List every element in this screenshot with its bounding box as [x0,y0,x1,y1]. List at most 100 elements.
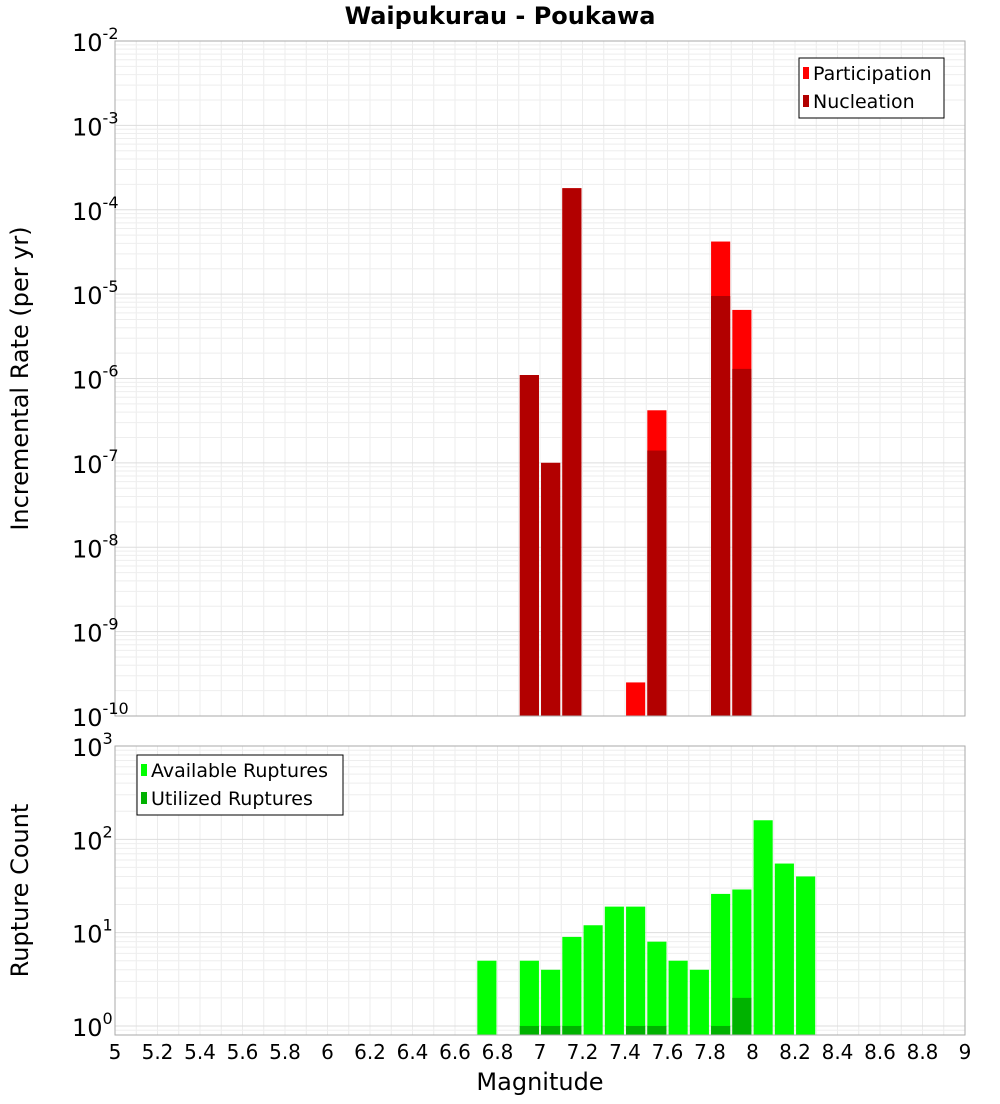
bar [711,1025,731,1035]
y-tick-exponent: 3 [103,729,113,748]
y-tick-base: 10 [72,921,103,949]
bar [541,462,561,716]
x-tick-label: 7 [534,1040,547,1064]
x-tick-label: 5.2 [142,1040,174,1064]
x-tick-label: 8.4 [822,1040,854,1064]
plot-frame [114,745,966,1036]
bar [647,941,667,1035]
legend: Participation Nucleation [798,57,945,119]
x-tick-label: 7.4 [609,1040,641,1064]
y-tick-label: 10-2 [72,24,119,57]
y-tick-base: 10 [72,1014,103,1042]
bar [583,925,603,1035]
y-tick-base: 10 [72,704,103,732]
y-tick-base: 10 [72,282,103,310]
legend-swatch [803,95,809,107]
bar [562,936,582,1035]
x-tick-label: 6.6 [439,1040,471,1064]
y-tick-exponent: -3 [103,108,119,127]
y-tick-label: 10-8 [72,530,119,563]
y-tick-base: 10 [72,29,103,57]
legend-label: Available Ruptures [151,760,328,782]
panel-1: 10-1010-910-810-710-610-510-410-310-2Inc… [6,2,966,732]
x-tick-label: 9 [959,1040,972,1064]
y-tick-label: 10-4 [72,193,119,226]
y-tick-label: 10-6 [72,362,119,395]
series-utilized-ruptures [519,997,752,1035]
series-nucleation [519,188,752,717]
bar [562,1025,582,1035]
bar [668,960,688,1035]
bar [541,1025,561,1035]
bar [711,296,731,716]
legend-swatch [803,67,809,79]
x-tick-label: 8 [746,1040,759,1064]
bar [541,969,561,1035]
y-tick-base: 10 [72,827,103,855]
bar [689,969,709,1035]
legend-label: Nucleation [813,91,915,113]
y-tick-label: 100 [72,1009,113,1042]
y-tick-exponent: -4 [103,193,119,212]
x-tick-label: 7.8 [694,1040,726,1064]
legend-swatch [141,764,147,776]
x-tick-label: 5.4 [184,1040,216,1064]
x-tick-label: 8.2 [779,1040,811,1064]
x-tick-labels: 5 5.2 5.4 5.6 5.8 6 6.2 6.4 6.6 6.8 7 7.2 7.4 7.6 7.8 8… [109,1040,972,1064]
x-tick-label: 6.4 [397,1040,429,1064]
y-tick-exponent: 1 [103,916,113,935]
legend-swatch [141,792,147,804]
y-tick-label: 10-10 [72,699,129,732]
bar [753,820,773,1035]
bar [519,375,539,716]
y-tick-label: 102 [72,822,113,855]
y-tick-base: 10 [72,451,103,479]
y-tick-exponent: 2 [103,822,113,841]
x-tick-label: 8.6 [864,1040,896,1064]
y-tick-base: 10 [72,620,103,648]
y-tick-exponent: -5 [103,277,119,296]
bar [626,906,646,1035]
plot-frame [114,40,966,717]
legend-box [798,57,945,119]
bar [519,960,539,1035]
legend-box [136,754,344,816]
y-axis-label: Rupture Count [6,804,34,978]
y-tick-base: 10 [72,367,103,395]
bar [626,1025,646,1035]
x-axis-label: Magnitude [476,1068,603,1096]
bar [647,1025,667,1035]
bar [796,876,816,1035]
bar [647,450,667,716]
bar [477,960,497,1035]
y-tick-exponent: 0 [103,1009,113,1028]
y-tick-base: 10 [72,535,103,563]
y-tick-base: 10 [72,198,103,226]
bar [562,188,582,717]
y-tick-base: 10 [72,734,103,762]
y-tick-label: 10-7 [72,446,119,479]
y-axis-label: Incremental Rate (per yr) [6,226,34,530]
y-tick-exponent: -7 [103,446,119,465]
y-tick-label: 10-3 [72,108,119,141]
bar [732,368,752,716]
x-tick-label: 6.8 [482,1040,514,1064]
y-tick-label: 10-5 [72,277,119,310]
y-tick-exponent: -9 [103,615,119,634]
y-tick-label: 101 [72,916,113,949]
y-tick-base: 10 [72,113,103,141]
bar [774,863,794,1035]
y-tick-label: 103 [72,729,113,762]
bar [519,1025,539,1035]
bar [626,682,646,716]
legend-label: Participation [813,63,932,85]
y-tick-exponent: -8 [103,530,119,549]
bar [732,997,752,1035]
legend: Available Ruptures Utilized Ruptures [136,754,344,816]
x-tick-label: 7.6 [652,1040,684,1064]
y-tick-exponent: -2 [103,24,119,43]
bar [711,893,731,1035]
